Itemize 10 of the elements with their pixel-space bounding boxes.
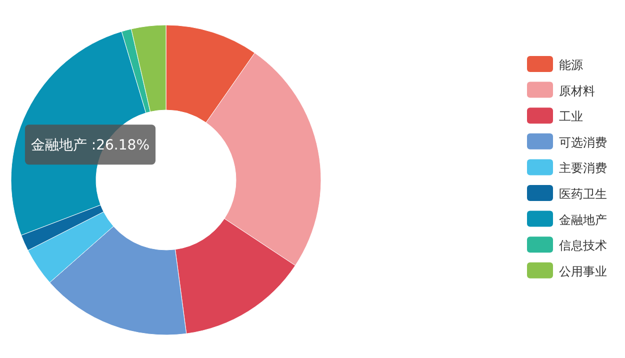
legend-label: 原材料	[559, 84, 595, 98]
legend-label: 金融地产	[559, 212, 607, 227]
legend-label: 医药卫生	[559, 187, 607, 201]
legend-label: 能源	[559, 58, 583, 72]
legend-label: 信息技术	[559, 238, 607, 253]
data-label: 金融地产 :26.18%	[30, 138, 150, 154]
legend-label: 主要消费	[559, 161, 607, 176]
legend-label: 工业	[559, 110, 583, 124]
legend-label: 可选消费	[559, 135, 607, 150]
legend-label: 公用事业	[559, 264, 607, 278]
